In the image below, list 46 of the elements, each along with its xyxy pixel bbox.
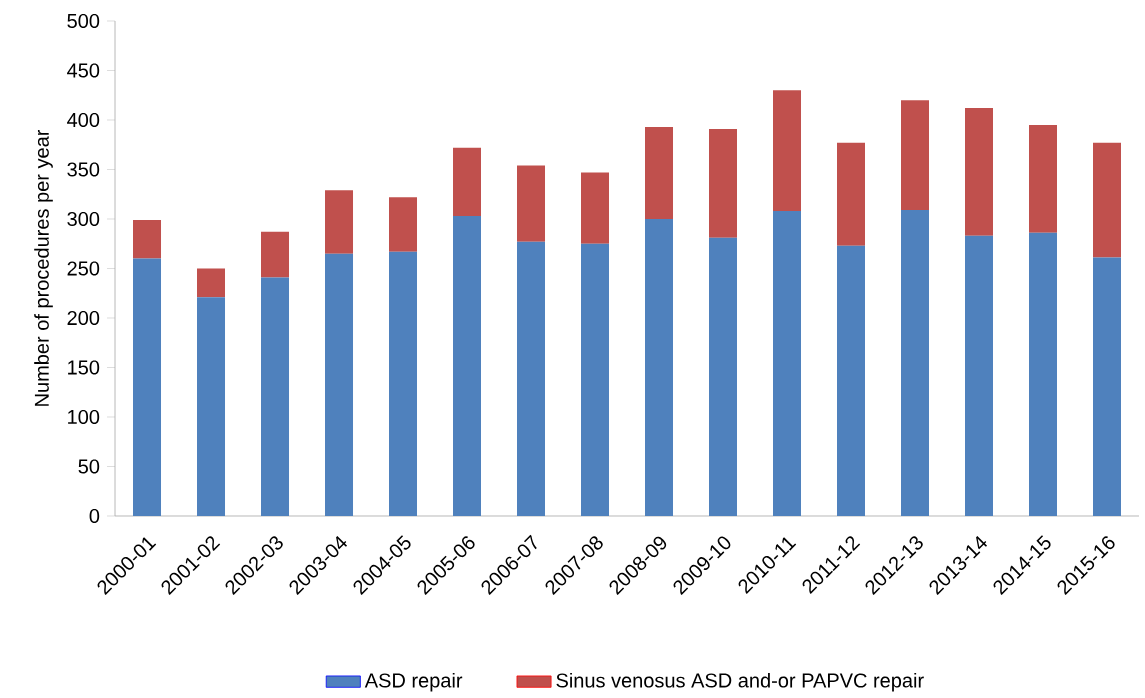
- y-tick-label: 100: [68, 409, 100, 424]
- y-tick-label: 300: [67, 211, 100, 226]
- bar: [965, 235, 993, 516]
- bar: [453, 147, 481, 216]
- bar: [901, 209, 929, 516]
- bar: [1029, 124, 1057, 233]
- y-tick-label: 500: [67, 13, 100, 28]
- bar: [773, 210, 801, 516]
- bar: [645, 218, 674, 516]
- bar: [325, 253, 354, 516]
- bar: [517, 241, 546, 516]
- bar: [709, 128, 737, 238]
- bar: [261, 231, 290, 278]
- bar: [901, 100, 929, 210]
- y-tick-label: 250: [67, 261, 100, 276]
- y-tick-label: 200: [67, 310, 100, 325]
- y-tick-label: 150: [68, 360, 100, 375]
- bar: [709, 237, 737, 516]
- bar: [389, 197, 418, 252]
- bar: [197, 268, 226, 298]
- y-tick-label: 450: [67, 63, 100, 78]
- bar: [1093, 257, 1121, 516]
- y-axis-title: Number of procedures per year: [34, 129, 53, 406]
- bar: [1093, 142, 1121, 258]
- bar: [517, 165, 546, 242]
- bar: [261, 277, 290, 516]
- bar: [453, 215, 481, 516]
- bar: [133, 258, 162, 516]
- bar: [581, 172, 609, 244]
- y-tick-label: 350: [67, 162, 100, 177]
- y-tick-label: 400: [67, 112, 100, 127]
- bar: [837, 245, 865, 516]
- legend-label: Sinus venosus ASD and-or PAPVC repair: [556, 672, 924, 692]
- y-tick-label: 50: [78, 459, 100, 474]
- bar: [197, 297, 226, 516]
- bar: [389, 251, 418, 516]
- bar: [773, 90, 801, 211]
- y-tick-label: 0: [89, 508, 100, 523]
- bar: [133, 219, 162, 259]
- legend-label: ASD repair: [364, 672, 463, 692]
- bar: [581, 243, 609, 516]
- bar: [325, 190, 354, 254]
- bar: [837, 142, 865, 246]
- bar: [965, 107, 993, 236]
- bar: [645, 126, 674, 219]
- bar: [1029, 232, 1057, 516]
